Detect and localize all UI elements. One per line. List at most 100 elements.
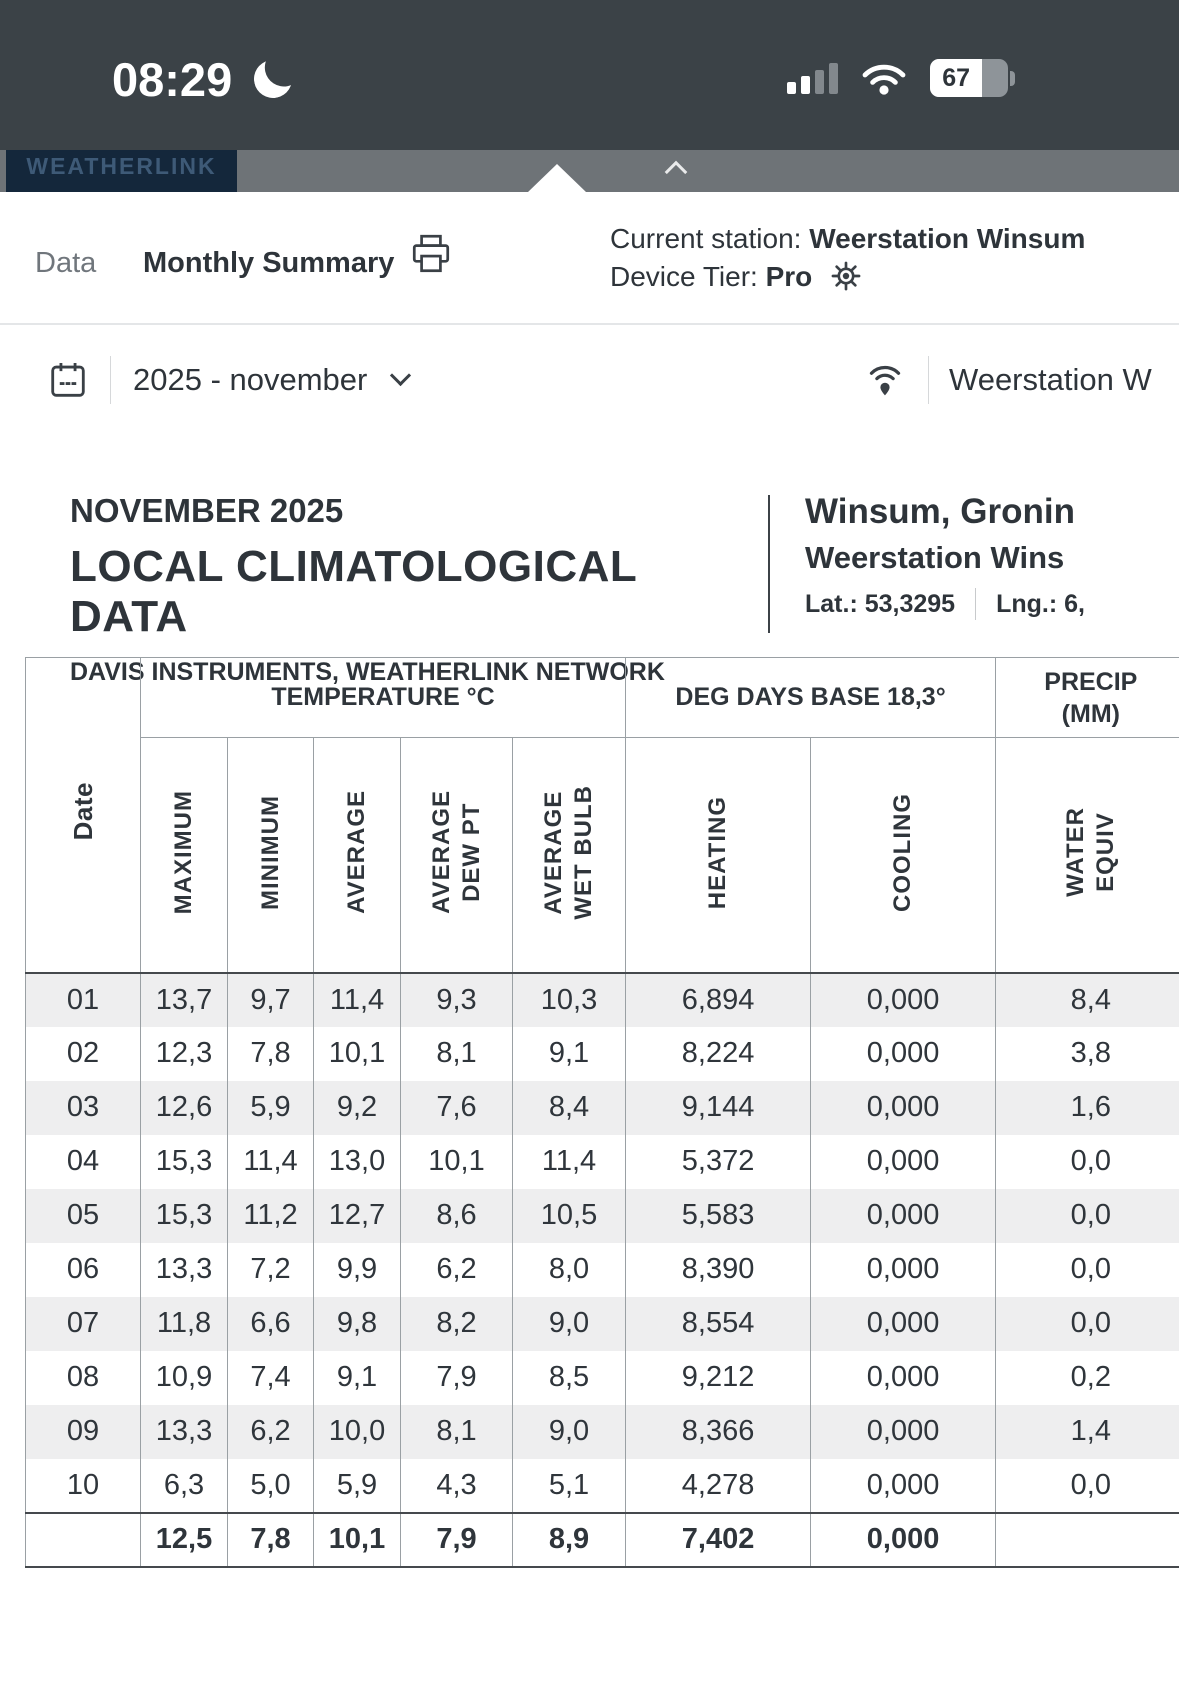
chevron-down-icon <box>390 364 412 386</box>
value-cell: 10,0 <box>313 1404 401 1459</box>
table-row: 05 15,3 11,2 12,7 8,6 10,5 5,583 0,000 0,0 <box>25 1188 1179 1243</box>
value-cell: 12,7 <box>313 1188 401 1243</box>
value-cell: 0,2 <box>995 1350 1179 1405</box>
table-row: 10 6,3 5,0 5,9 4,3 5,1 4,278 0,000 0,0 <box>25 1458 1179 1513</box>
value-cell: 9,1 <box>511 1026 626 1081</box>
table-row: 03 12,6 5,9 9,2 7,6 8,4 9,144 0,000 1,6 <box>25 1080 1179 1135</box>
battery-percent-label: 67 <box>942 63 971 92</box>
value-cell: 6,894 <box>625 972 811 1027</box>
value-cell: 0,0 <box>995 1188 1179 1243</box>
value-cell: 7,9 <box>400 1350 513 1405</box>
value-cell: 0,000 <box>810 1404 996 1459</box>
sheet-caret <box>528 164 586 192</box>
value-cell: 11,2 <box>227 1188 314 1243</box>
value-cell: 1,6 <box>995 1080 1179 1135</box>
value-cell: 9,8 <box>313 1296 401 1351</box>
value-cell: 8,4 <box>995 972 1179 1027</box>
summary-value-cell <box>995 1511 1179 1568</box>
value-cell: 9,144 <box>625 1080 811 1135</box>
report-divider <box>768 495 770 633</box>
tab-monthly-summary[interactable]: Monthly Summary <box>143 247 395 279</box>
station-info: Current station: Weerstation Winsum Devi… <box>610 220 1085 296</box>
group-deg-days: DEG DAYS BASE 18,3° <box>625 657 996 738</box>
value-cell: 8,2 <box>400 1296 513 1351</box>
value-cell: 10,1 <box>400 1134 513 1189</box>
value-cell: 3,8 <box>995 1026 1179 1081</box>
tab-data[interactable]: Data <box>35 247 97 279</box>
value-cell: 12,6 <box>140 1080 228 1135</box>
longitude: Lng.: 6, <box>996 589 1085 618</box>
value-cell: 8,224 <box>625 1026 811 1081</box>
value-cell: 9,0 <box>511 1404 626 1459</box>
period-label: 2025 - november <box>133 362 368 397</box>
table-row: 08 10,9 7,4 9,1 7,9 8,5 9,212 0,000 0,2 <box>25 1350 1179 1405</box>
station-selector-label: Weerstation W <box>949 362 1152 397</box>
value-cell: 9,1 <box>313 1350 401 1405</box>
table-row: 02 12,3 7,8 10,1 8,1 9,1 8,224 0,000 3,8 <box>25 1026 1179 1081</box>
toolbar: Data Monthly Summary Current station: We… <box>0 192 1179 325</box>
device-tier-label: Device Tier: <box>610 261 758 292</box>
chevron-up-icon <box>664 160 688 184</box>
value-cell: 5,1 <box>511 1458 626 1513</box>
date-cell: 04 <box>25 1134 141 1189</box>
value-cell: 10,3 <box>511 972 626 1027</box>
settings-gear-icon[interactable] <box>830 260 862 292</box>
divider <box>975 588 977 620</box>
current-station-value: Weerstation Winsum <box>809 223 1086 254</box>
device-tier-value: Pro <box>765 261 813 292</box>
value-cell: 5,0 <box>227 1458 314 1513</box>
group-precipitation: PRECIP (MM) <box>995 657 1179 738</box>
period-selector[interactable]: 2025 - november <box>48 325 412 435</box>
value-cell: 11,4 <box>511 1134 626 1189</box>
column-header-heating: HEATING <box>625 737 811 974</box>
value-cell: 9,7 <box>227 972 314 1027</box>
summary-value-cell: 8,9 <box>511 1511 626 1568</box>
value-cell: 7,2 <box>227 1242 314 1297</box>
summary-row: 12,5 7,8 10,1 7,9 8,9 7,402 0,000 <box>25 1511 1179 1568</box>
group-temperature: TEMPERATURE °C <box>139 657 626 738</box>
app-header-strip: WEATHERLINK <box>0 150 1179 192</box>
date-column-header: Date <box>25 657 141 974</box>
date-cell: 03 <box>25 1080 141 1135</box>
value-cell: 6,2 <box>227 1404 314 1459</box>
print-button[interactable] <box>408 232 454 276</box>
value-cell: 5,583 <box>625 1188 811 1243</box>
printer-icon <box>412 234 450 273</box>
column-header-average: AVERAGE <box>313 737 401 974</box>
content-sheet: Data Monthly Summary Current station: We… <box>0 192 1179 1693</box>
station-selector[interactable]: Weerstation W <box>862 325 1179 435</box>
date-cell: 01 <box>25 972 141 1027</box>
value-cell: 8,390 <box>625 1242 811 1297</box>
value-cell: 12,3 <box>140 1026 228 1081</box>
latitude: Lat.: 53,3295 <box>805 589 956 618</box>
date-cell: 09 <box>25 1404 141 1459</box>
column-header-water-equiv: WATER EQUIV <box>995 737 1179 974</box>
column-header-average-wet-bulb: AVERAGE WET BULB <box>511 737 626 974</box>
value-cell: 11,4 <box>313 972 401 1027</box>
calendar-icon <box>51 362 85 397</box>
value-cell: 10,5 <box>511 1188 626 1243</box>
value-cell: 9,0 <box>511 1296 626 1351</box>
value-cell: 11,4 <box>227 1134 314 1189</box>
value-cell: 9,2 <box>313 1080 401 1135</box>
value-cell: 8,366 <box>625 1404 811 1459</box>
value-cell: 8,5 <box>511 1350 626 1405</box>
value-cell: 0,000 <box>810 1296 996 1351</box>
divider <box>928 356 929 404</box>
value-cell: 0,000 <box>810 1188 996 1243</box>
column-header-maximum: MAXIMUM <box>140 737 228 974</box>
climate-table: Date TEMPERATURE °C DEG DAYS BASE 18,3° … <box>25 657 1179 1568</box>
value-cell: 13,0 <box>313 1134 401 1189</box>
column-header-cooling: COOLING <box>810 737 996 974</box>
summary-value-cell: 7,9 <box>400 1511 513 1568</box>
value-cell: 0,000 <box>810 1350 996 1405</box>
summary-value-cell: 0,000 <box>810 1511 996 1568</box>
station-signal-icon <box>869 366 901 396</box>
value-cell: 8,1 <box>400 1026 513 1081</box>
value-cell: 5,9 <box>227 1080 314 1135</box>
value-cell: 6,6 <box>227 1296 314 1351</box>
value-cell: 15,3 <box>140 1134 228 1189</box>
table-row: 07 11,8 6,6 9,8 8,2 9,0 8,554 0,000 0,0 <box>25 1296 1179 1351</box>
report-location: Winsum, Gronin Weerstation Wins Lat.: 53… <box>805 492 1179 620</box>
